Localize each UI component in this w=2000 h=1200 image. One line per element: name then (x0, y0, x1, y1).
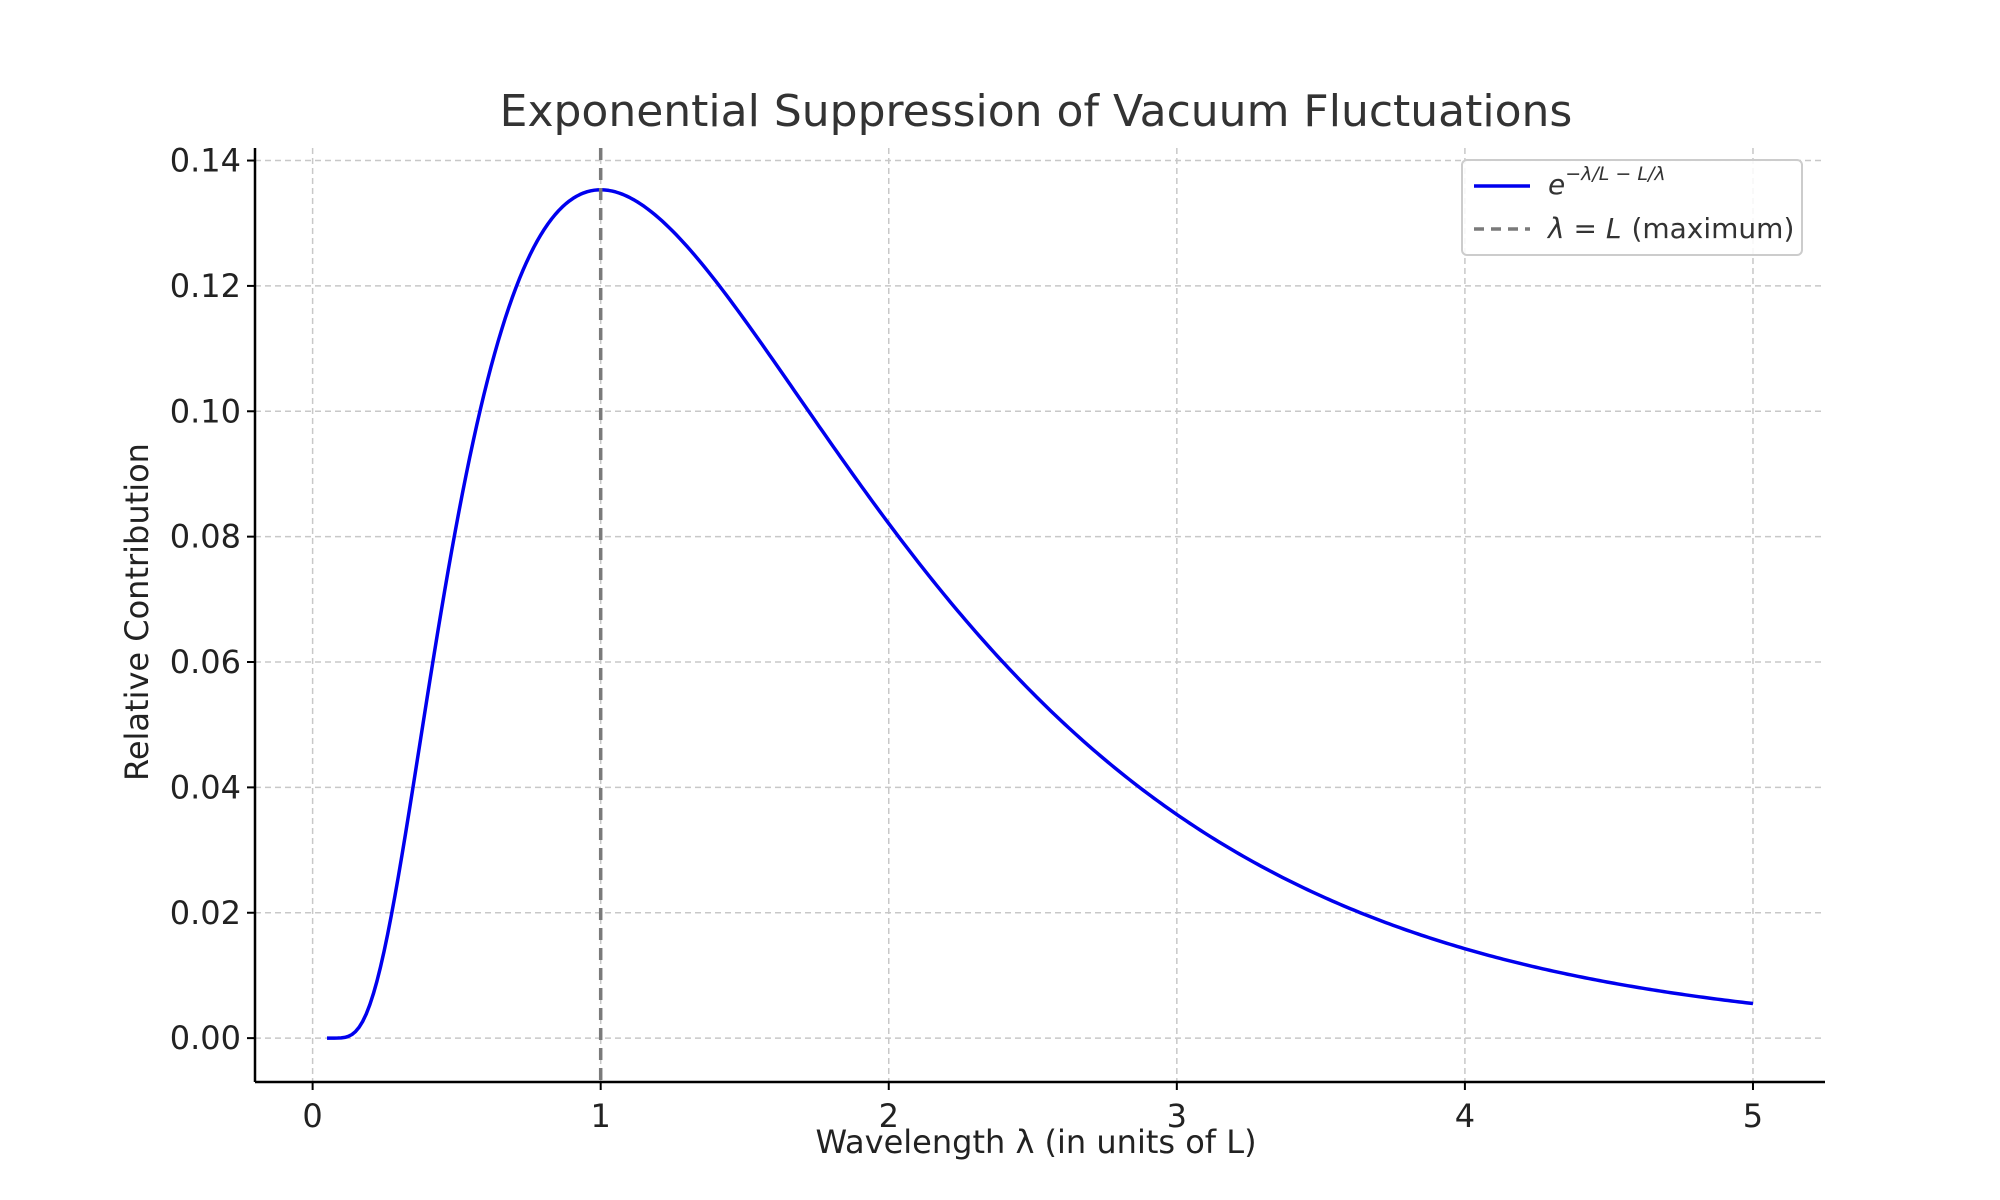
grid-lines (255, 148, 1825, 1082)
x-tick-label-3: 3 (1167, 1097, 1187, 1135)
x-tick-label-4: 4 (1455, 1097, 1475, 1135)
legend: e−λ/L − L/λ λ = L (maximum) (1461, 159, 1803, 256)
x-tick-label-1: 1 (591, 1097, 611, 1135)
y-tick-label-4: 0.08 (170, 518, 241, 556)
x-tick-label-5: 5 (1743, 1097, 1763, 1135)
legend-label-curve-exponent: −λ/L − L/λ (1565, 163, 1665, 185)
legend-label-curve: e−λ/L − L/λ (1548, 163, 1666, 201)
x-tick-label-0: 0 (302, 1097, 322, 1135)
y-tick-label-7: 0.14 (170, 142, 241, 180)
y-tick-label-0: 0.00 (170, 1019, 241, 1057)
y-tick-label-1: 0.02 (170, 894, 241, 932)
axes: 0 1 2 3 4 5 0.00 0.02 0.04 0.06 0.08 0.10 0.12 0.14 (170, 142, 1825, 1135)
x-tick-label-2: 2 (879, 1097, 899, 1135)
y-tick-label-6: 0.12 (170, 267, 241, 305)
x-axis-label: Wavelength λ (in units of L) (815, 1123, 1256, 1161)
y-axis-label: Relative Contribution (118, 443, 156, 781)
y-tick-label-5: 0.10 (170, 392, 241, 430)
plot-series (327, 148, 1754, 1082)
legend-label-curve-base: e (1548, 168, 1565, 201)
legend-label-max-math: λ = L (1546, 212, 1621, 245)
chart-title: Exponential Suppression of Vacuum Fluctu… (500, 86, 1573, 137)
legend-label-max-suffix: (maximum) (1631, 212, 1794, 245)
series-line-curve (327, 188, 1754, 1040)
legend-box (1461, 159, 1803, 256)
y-tick-label-2: 0.04 (170, 768, 241, 806)
y-tick-label-3: 0.06 (170, 643, 241, 681)
legend-label-max-line: λ = L (maximum) (1546, 212, 1794, 245)
